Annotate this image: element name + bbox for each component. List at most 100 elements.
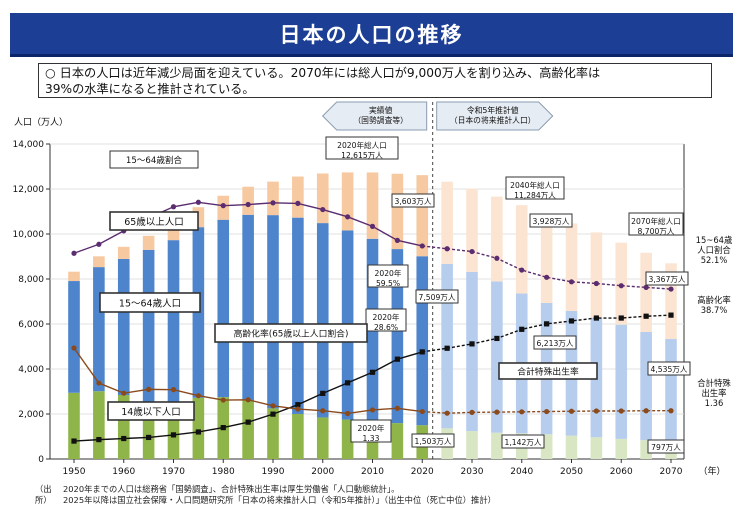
fertility-line-point bbox=[469, 409, 475, 415]
total-2040-label-box bbox=[505, 176, 565, 200]
legend-working-box bbox=[99, 292, 201, 313]
right-label-working-ratio: 15~64歳人口割合 52.1% bbox=[696, 235, 733, 265]
value-1503: 1,503万人 bbox=[415, 437, 452, 446]
bar-segment bbox=[93, 267, 105, 392]
projection-arrow bbox=[436, 101, 554, 131]
source-line-2: 2025年以降は国立社会保障・人口問題研究所「日本の将来推計人口（令和5年推計）… bbox=[63, 495, 496, 505]
working-ratio-line-point bbox=[245, 201, 251, 208]
summary-line-1: 日本の人口は近年減少局面を迎えている。2070年には総人口が9,000万人を割り… bbox=[59, 66, 601, 80]
aging-rate-line-point bbox=[345, 380, 351, 386]
working-ratio-line-point bbox=[469, 248, 475, 255]
working-ratio-line-point bbox=[444, 246, 450, 252]
legend-working: 15〜64歳人口 bbox=[119, 298, 181, 310]
source-line-1: 2020年までの人口は総務省「国勢調査」、合計特殊出生率は厚生労働省「人口動態統… bbox=[63, 484, 400, 494]
fertility-line-point bbox=[668, 408, 674, 414]
bar-segment bbox=[316, 223, 329, 418]
value-4535-box bbox=[647, 361, 691, 376]
working-ratio-line-point bbox=[618, 283, 624, 289]
bar-segment bbox=[341, 172, 354, 231]
bar-segment bbox=[242, 400, 254, 459]
aging-rate-line-point bbox=[593, 315, 599, 321]
bar-segment bbox=[640, 331, 652, 441]
aging-2020-label-box bbox=[365, 308, 407, 332]
x-tick-label: 1950 bbox=[63, 467, 86, 477]
bar-segment bbox=[316, 173, 329, 224]
bar-segment bbox=[93, 256, 105, 268]
bar-segment bbox=[217, 219, 230, 398]
legend-over65-box bbox=[109, 211, 199, 231]
bar-segment bbox=[491, 432, 503, 459]
value-3603: 3,603万人 bbox=[395, 197, 432, 206]
aging-rate-line-point bbox=[444, 345, 450, 351]
x-tick-label: 2000 bbox=[311, 467, 334, 477]
bar-segment bbox=[142, 249, 155, 402]
bar-segment bbox=[167, 402, 180, 459]
fertility-line-point bbox=[444, 410, 450, 416]
working-ratio-line-point bbox=[593, 280, 599, 287]
value-797-box bbox=[647, 439, 685, 454]
working-ratio-line-point bbox=[170, 204, 177, 210]
working-ratio-line-point bbox=[270, 200, 276, 206]
value-1142: 1,142万人 bbox=[505, 438, 542, 447]
fertility-line-point bbox=[369, 407, 376, 413]
legend-tfr-box bbox=[498, 362, 598, 380]
bar-segment bbox=[515, 205, 528, 294]
value-1503-box bbox=[411, 433, 455, 448]
bar-segment bbox=[665, 339, 677, 442]
fertility-line-point bbox=[195, 393, 201, 399]
working-ratio-line-point bbox=[220, 203, 226, 209]
x-axis-unit: （年） bbox=[698, 465, 725, 477]
aging-rate-line-point bbox=[668, 312, 674, 318]
aging-rate-line-point bbox=[245, 419, 251, 425]
actual-label: 実績値（国勢調査等） bbox=[353, 105, 408, 125]
fertility-line-point bbox=[593, 408, 599, 414]
aging-rate-line-point bbox=[494, 335, 500, 342]
bar-segment bbox=[466, 271, 478, 432]
tfr-2020-label-box bbox=[350, 419, 392, 443]
aging-rate-line-point bbox=[220, 425, 226, 431]
aging-rate-line-point bbox=[121, 435, 127, 442]
bar-segment bbox=[142, 401, 155, 459]
x-tick-label: 1960 bbox=[112, 467, 135, 477]
legend-working-ratio-box bbox=[109, 150, 199, 169]
working-ratio-line-point bbox=[568, 279, 575, 285]
title-accent bbox=[10, 54, 733, 57]
fertility-line-point bbox=[394, 405, 400, 411]
x-tick-label: 2030 bbox=[461, 467, 484, 477]
y-tick-label: 10,000 bbox=[13, 230, 45, 240]
right-label-aging: 高齢化率 38.7% bbox=[697, 295, 731, 315]
total-2020-label-box bbox=[325, 136, 399, 160]
bar-segment bbox=[590, 437, 603, 459]
aging-rate-line-point bbox=[419, 349, 425, 355]
bar-segment bbox=[167, 240, 180, 403]
bar-segment bbox=[640, 252, 652, 332]
bar-segment bbox=[615, 324, 628, 439]
x-tick-label: 1980 bbox=[212, 467, 235, 477]
bar-segment bbox=[391, 423, 404, 459]
aging-rate-line-point bbox=[618, 315, 624, 321]
y-tick-label: 2,000 bbox=[18, 410, 44, 420]
fertility-line-point bbox=[345, 410, 351, 417]
total-2070-label-box bbox=[628, 212, 684, 236]
bar-segment bbox=[316, 417, 329, 459]
working-ratio-line-point bbox=[295, 200, 301, 206]
value-797: 797万人 bbox=[651, 443, 681, 452]
fertility-line-point bbox=[618, 408, 624, 414]
bar-segment bbox=[615, 438, 628, 459]
summary-box: ○ 日本の人口は近年減少局面を迎えている。2070年には総人口が9,000万人を割… bbox=[38, 63, 712, 98]
fertility-line-point bbox=[146, 386, 152, 392]
fertility-line-point bbox=[544, 408, 550, 415]
x-tick-label: 2050 bbox=[560, 467, 583, 477]
bar-segment bbox=[167, 223, 180, 241]
bar-segment bbox=[540, 214, 553, 303]
value-7509-box bbox=[415, 289, 459, 304]
y-tick-label: 6,000 bbox=[18, 320, 44, 330]
total-2040-label: 2040年総人口 11,284万人 bbox=[510, 180, 560, 200]
aging-rate-line-point bbox=[71, 438, 77, 444]
working-ratio-line-point bbox=[544, 274, 550, 280]
fertility-line-dashed bbox=[422, 410, 671, 414]
bar-segment bbox=[590, 232, 603, 318]
aging-rate-line-point bbox=[469, 341, 475, 347]
x-tick-label: 2060 bbox=[610, 467, 633, 477]
bar-segment bbox=[267, 215, 279, 409]
